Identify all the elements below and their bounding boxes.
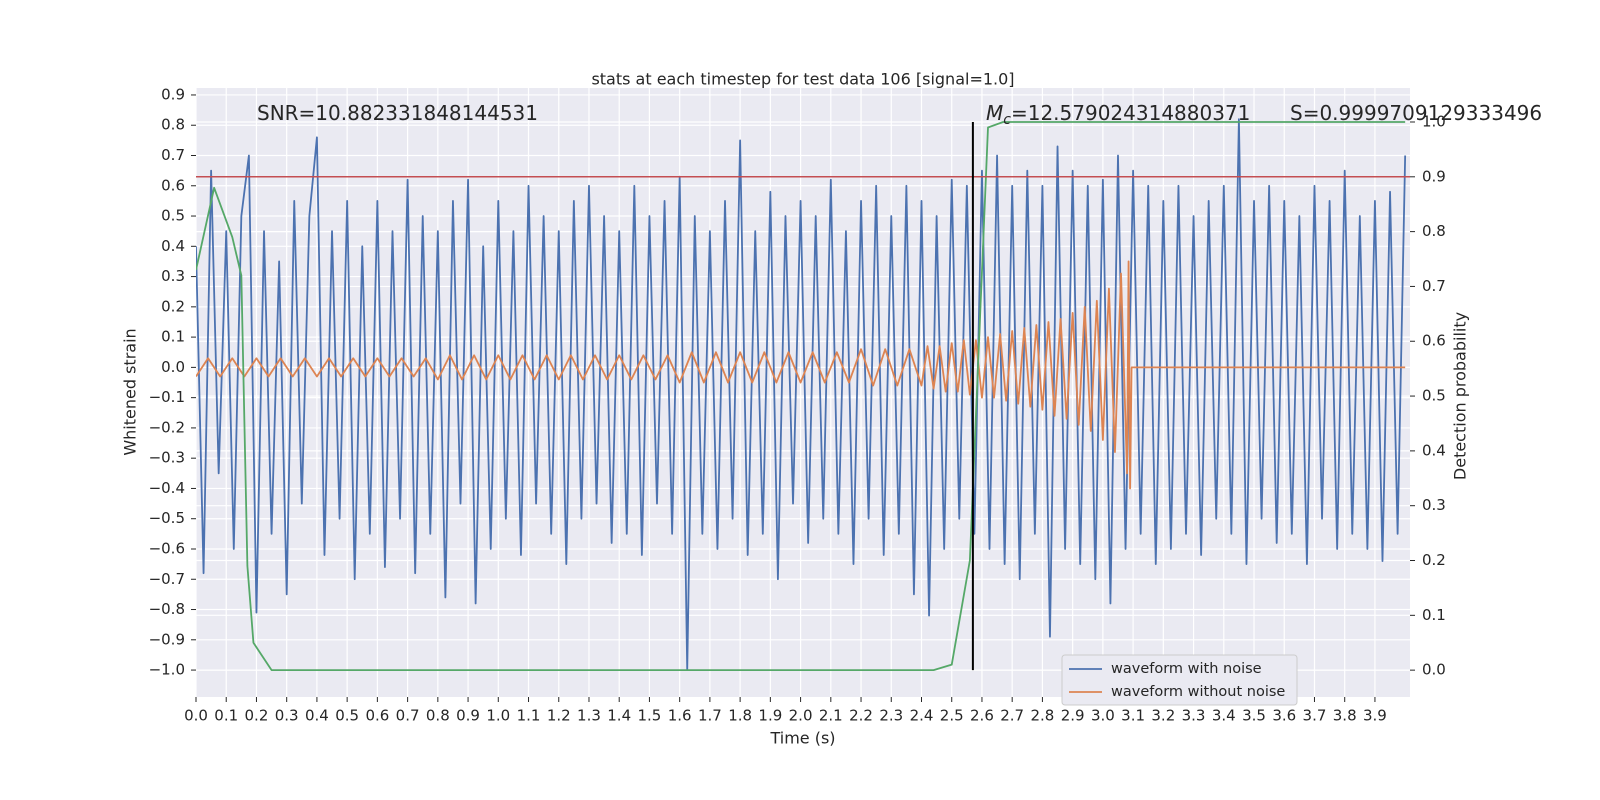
series-line (196, 118, 1407, 671)
annotation: SNR=10.882331848144531 (257, 101, 538, 125)
x-tick-label: 1.0 (486, 707, 510, 725)
x-tick-label: 1.7 (698, 707, 722, 725)
y-tick-label: 0.3 (161, 267, 185, 285)
y-tick-label: 0.4 (161, 237, 185, 255)
x-tick-label: 2.0 (789, 707, 813, 725)
x-tick-label: 3.8 (1333, 707, 1357, 725)
x-tick-label: 2.5 (940, 707, 964, 725)
x-tick-label: 1.2 (547, 707, 571, 725)
x-tick-label: 1.4 (607, 707, 631, 725)
x-tick-label: 2.4 (910, 707, 934, 725)
legend-label: waveform with noise (1111, 661, 1262, 677)
x-tick-label: 1.9 (758, 707, 782, 725)
y-axis-label: Whitened strain (121, 328, 140, 455)
y-tick-label: −0.6 (149, 539, 185, 557)
plot-background (196, 88, 1410, 697)
y2-tick-label: 0.9 (1422, 167, 1446, 185)
x-tick-label: 3.1 (1121, 707, 1145, 725)
x-tick-label: 3.6 (1272, 707, 1296, 725)
x-tick-label: 0.3 (275, 707, 299, 725)
y2-tick-label: 0.6 (1422, 332, 1446, 350)
x-tick-label: 0.2 (245, 707, 269, 725)
x-tick-label: 3.0 (1091, 707, 1115, 725)
x-tick-label: 3.7 (1303, 707, 1327, 725)
x-tick-label: 0.5 (335, 707, 359, 725)
x-tick-label: 2.1 (819, 707, 843, 725)
annotation-text: SNR=10.882331848144531 (257, 101, 538, 125)
y2-tick-label: 0.3 (1422, 496, 1446, 514)
y-tick-label: 0.2 (161, 297, 185, 315)
y-tick-label: 0.7 (161, 146, 185, 164)
x-tick-label: 0.8 (426, 707, 450, 725)
x-tick-label: 2.7 (1000, 707, 1024, 725)
y-tick-label: −0.5 (149, 509, 185, 527)
y-tick-label: −0.7 (149, 570, 185, 588)
y-tick-label: 0.6 (161, 176, 185, 194)
y-tick-label: −0.8 (149, 600, 185, 618)
chart-title: stats at each timestep for test data 106… (591, 70, 1014, 89)
x-tick-label: 0.9 (456, 707, 480, 725)
x-tick-label: 3.3 (1182, 707, 1206, 725)
x-tick-label: 0.0 (184, 707, 208, 725)
x-tick-label: 3.5 (1242, 707, 1266, 725)
x-tick-label: 2.9 (1061, 707, 1085, 725)
x-tick-label: 1.1 (517, 707, 541, 725)
x-tick-label: 1.3 (577, 707, 601, 725)
x-tick-label: 3.4 (1212, 707, 1236, 725)
y2-tick-label: 1.0 (1422, 112, 1446, 130)
x-tick-label: 2.2 (849, 707, 873, 725)
y2-tick-label: 0.0 (1422, 661, 1446, 679)
y2-axis-label: Detection probability (1451, 312, 1470, 480)
x-tick-label: 2.6 (970, 707, 994, 725)
series-line (196, 121, 1406, 672)
x-tick-label: 3.9 (1363, 707, 1387, 725)
y2-tick-label: 0.8 (1422, 222, 1446, 240)
y-tick-label: 0.0 (161, 358, 185, 376)
y-tick-label: 0.5 (161, 207, 185, 225)
annotation-subscript: c (1003, 112, 1011, 128)
x-axis-label: Time (s) (769, 729, 835, 748)
x-tick-label: 1.6 (668, 707, 692, 725)
x-tick-label: 0.4 (305, 707, 329, 725)
y-tick-label: 0.8 (161, 116, 185, 134)
y2-tick-label: 0.1 (1422, 606, 1446, 624)
plot-area (196, 118, 1410, 672)
legend-frame (1061, 654, 1298, 706)
annotation: S=0.9999709129333496 (1290, 101, 1542, 125)
annotation: Mc=12.579024314880371 (986, 101, 1250, 129)
y-tick-label: −0.4 (149, 479, 185, 497)
y-tick-label: −1.0 (149, 661, 185, 679)
series-line (196, 260, 1406, 490)
legend: waveform with noise waveform without nois… (1061, 654, 1298, 706)
annotation-text: =12.579024314880371 (1011, 101, 1250, 125)
y2-tick-label: 0.2 (1422, 551, 1446, 569)
x-tick-label: 1.5 (638, 707, 662, 725)
y2-tick-label: 0.7 (1422, 277, 1446, 295)
y-tick-label: −0.1 (149, 388, 185, 406)
y-tick-label: −0.2 (149, 418, 185, 436)
y-tick-label: −0.9 (149, 630, 185, 648)
x-tick-label: 2.8 (1030, 707, 1054, 725)
annotation-symbol: M (986, 101, 1003, 125)
x-tick-label: 1.8 (728, 707, 752, 725)
y-tick-label: 0.1 (161, 328, 185, 346)
annotation-text: S=0.9999709129333496 (1290, 101, 1542, 125)
x-tick-label: 0.7 (396, 707, 420, 725)
y-tick-label: 0.9 (161, 85, 185, 103)
x-tick-label: 0.1 (214, 707, 238, 725)
x-tick-label: 2.3 (879, 707, 903, 725)
x-tick-label: 0.6 (365, 707, 389, 725)
legend-label: waveform without noise (1111, 684, 1285, 700)
x-tick-label: 3.2 (1151, 707, 1175, 725)
y-tick-label: −0.3 (149, 449, 185, 467)
y2-tick-label: 0.5 (1422, 387, 1446, 405)
y2-tick-label: 0.4 (1422, 441, 1446, 459)
